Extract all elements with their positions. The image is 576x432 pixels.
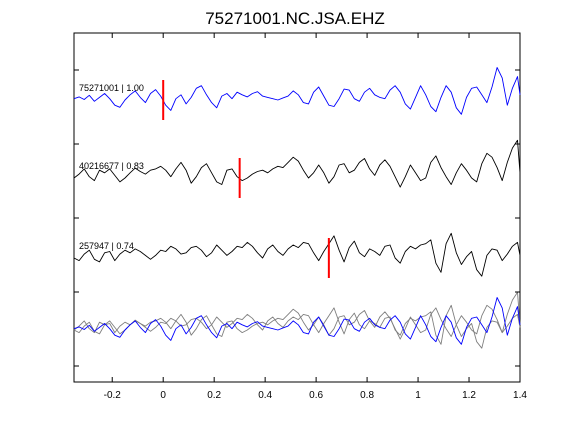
trace-label-40216677: 40216677 | 0.83: [79, 161, 144, 171]
chart-title: 75271001.NC.JSA.EHZ: [205, 9, 385, 28]
x-tick-label: 1.4: [513, 390, 527, 401]
trace-line-257947: [73, 232, 521, 277]
x-tick-label: 0.2: [207, 390, 221, 401]
overlay-trace-40216677: [73, 291, 521, 340]
x-tick-label: -0.2: [104, 390, 122, 401]
x-tick-label: 0.6: [309, 390, 323, 401]
x-tick-label: 0.8: [360, 390, 374, 401]
trace-line-75271001: [73, 67, 521, 115]
plot-frame: [73, 32, 521, 383]
trace-label-257947: 257947 | 0.74: [79, 241, 134, 251]
picks-layer: [162, 80, 330, 278]
overlay-trace-257947: [73, 304, 521, 349]
x-tick-label: 0.4: [258, 390, 272, 401]
x-tick-label: 1.2: [462, 390, 476, 401]
trace-labels-layer: 75271001 | 1.00 40216677 | 0.83 257947 | 0…: [79, 83, 144, 251]
trace-line-40216677: [73, 139, 521, 188]
axis-ticks-layer: -0.2 0 0.2 0.4 0.6 0.8 1 1.2 1.4: [74, 33, 527, 401]
x-tick-label: 1: [415, 390, 421, 401]
overlay-trace-75271001: [73, 297, 521, 345]
x-tick-label: 0: [160, 390, 166, 401]
trace-label-75271001: 75271001 | 1.00: [79, 83, 144, 93]
traces-layer: [73, 67, 521, 349]
